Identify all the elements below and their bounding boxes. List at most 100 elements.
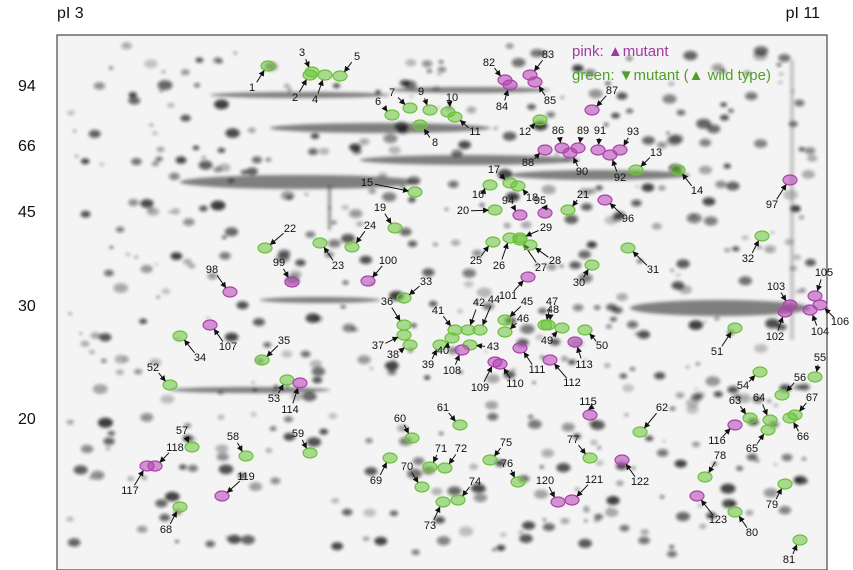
- spot-ring: [388, 223, 402, 233]
- spot-label: 29: [540, 222, 552, 234]
- spot-label: 40: [437, 345, 449, 357]
- gel-blob: [754, 344, 768, 353]
- gel-blob: [696, 119, 711, 129]
- gel-blob: [424, 376, 430, 380]
- gel-blob: [630, 367, 635, 371]
- gel-blob: [463, 269, 476, 278]
- spot-label: 76: [501, 458, 513, 470]
- gel-blob: [219, 252, 230, 260]
- spot-label: 28: [549, 255, 561, 267]
- spot-ring: [528, 77, 542, 87]
- gel-blob: [312, 377, 322, 384]
- gel-blob: [74, 465, 88, 474]
- spot-ring: [436, 497, 450, 507]
- gel-blob: [596, 186, 603, 191]
- spot-label: 77: [567, 434, 579, 446]
- gel-blob: [597, 446, 601, 449]
- mw-label: 20: [18, 411, 36, 428]
- spot-label: 60: [394, 413, 406, 425]
- spot-label: 19: [374, 202, 386, 214]
- gel-blob: [779, 73, 783, 76]
- gel-blob: [358, 355, 371, 364]
- gel-blob: [605, 508, 618, 517]
- spot-label: 80: [746, 527, 758, 539]
- spot-ring: [538, 145, 552, 155]
- gel-blob: [480, 203, 485, 206]
- gel-blob: [575, 488, 580, 491]
- spot-ring: [173, 502, 187, 512]
- spot-label: 37: [372, 340, 384, 352]
- gel-blob: [433, 243, 438, 246]
- gel-blob: [496, 545, 505, 551]
- spot-label: 38: [387, 349, 399, 361]
- spot-label: 70: [401, 461, 413, 473]
- mw-label: 66: [18, 138, 36, 155]
- gel-blob: [248, 128, 255, 133]
- gel-blob: [395, 122, 409, 131]
- spot-label: 39: [422, 359, 434, 371]
- spot-ring: [561, 205, 575, 215]
- gel-blob: [405, 59, 416, 66]
- gel-blob: [427, 69, 432, 73]
- gel-blob: [532, 382, 535, 384]
- gel-blob: [408, 241, 417, 247]
- spot-ring: [533, 115, 547, 125]
- gel-blob: [179, 465, 187, 470]
- spot-label: 57: [176, 425, 188, 437]
- spot-label: 87: [606, 85, 618, 97]
- gel-blob: [607, 496, 620, 505]
- spot-label: 121: [585, 474, 603, 486]
- gel-blob: [556, 463, 570, 472]
- spot-label: 8: [432, 137, 438, 149]
- gel-blob: [635, 186, 638, 188]
- gel-blob: [512, 58, 526, 67]
- spot-label: 20: [457, 205, 469, 217]
- gel-blob: [542, 185, 556, 195]
- gel-blob: [281, 191, 294, 200]
- gel-blob: [604, 363, 610, 367]
- gel-blob: [538, 308, 547, 314]
- gel-blob: [389, 146, 401, 154]
- gel-blob: [724, 164, 731, 169]
- spot-label: 102: [766, 331, 784, 343]
- gel-blob: [341, 305, 346, 308]
- gel-blob: [251, 412, 257, 416]
- streak: [260, 297, 380, 303]
- gel-blob: [218, 391, 224, 395]
- spot-label: 114: [281, 404, 299, 416]
- spot-ring: [473, 325, 487, 335]
- spot-ring: [448, 325, 462, 335]
- gel-blob: [307, 437, 321, 447]
- spot-ring: [583, 453, 597, 463]
- spot-ring: [513, 210, 527, 220]
- gel-blob: [795, 290, 801, 294]
- spot-ring: [345, 242, 359, 252]
- gel-blob: [188, 465, 198, 472]
- spot-ring: [775, 390, 789, 400]
- spot-ring: [503, 80, 517, 90]
- gel-blob: [754, 139, 767, 148]
- spot-label: 103: [767, 281, 785, 293]
- gel-blob: [667, 551, 677, 558]
- gel-blob: [439, 432, 443, 435]
- spot-ring: [333, 71, 347, 81]
- gel-blob: [578, 539, 592, 548]
- spot-label: 117: [121, 485, 139, 497]
- spot-ring: [541, 320, 555, 330]
- gel-blob: [351, 327, 358, 332]
- gel-blob: [771, 232, 774, 234]
- gel-blob: [657, 449, 668, 457]
- gel-blob: [669, 545, 674, 548]
- gel-blob: [676, 273, 681, 276]
- spot-label: 26: [493, 260, 505, 272]
- spot-label: 55: [814, 352, 826, 364]
- spot-label: 52: [147, 362, 159, 374]
- gel-blob: [703, 197, 716, 206]
- gel-blob: [93, 384, 108, 394]
- spot-label: 7: [389, 87, 395, 99]
- gel-blob: [779, 506, 791, 514]
- spot-ring: [423, 462, 437, 472]
- gel-blob: [266, 158, 272, 162]
- spot-label: 9: [418, 86, 424, 98]
- spot-label: 108: [443, 365, 461, 377]
